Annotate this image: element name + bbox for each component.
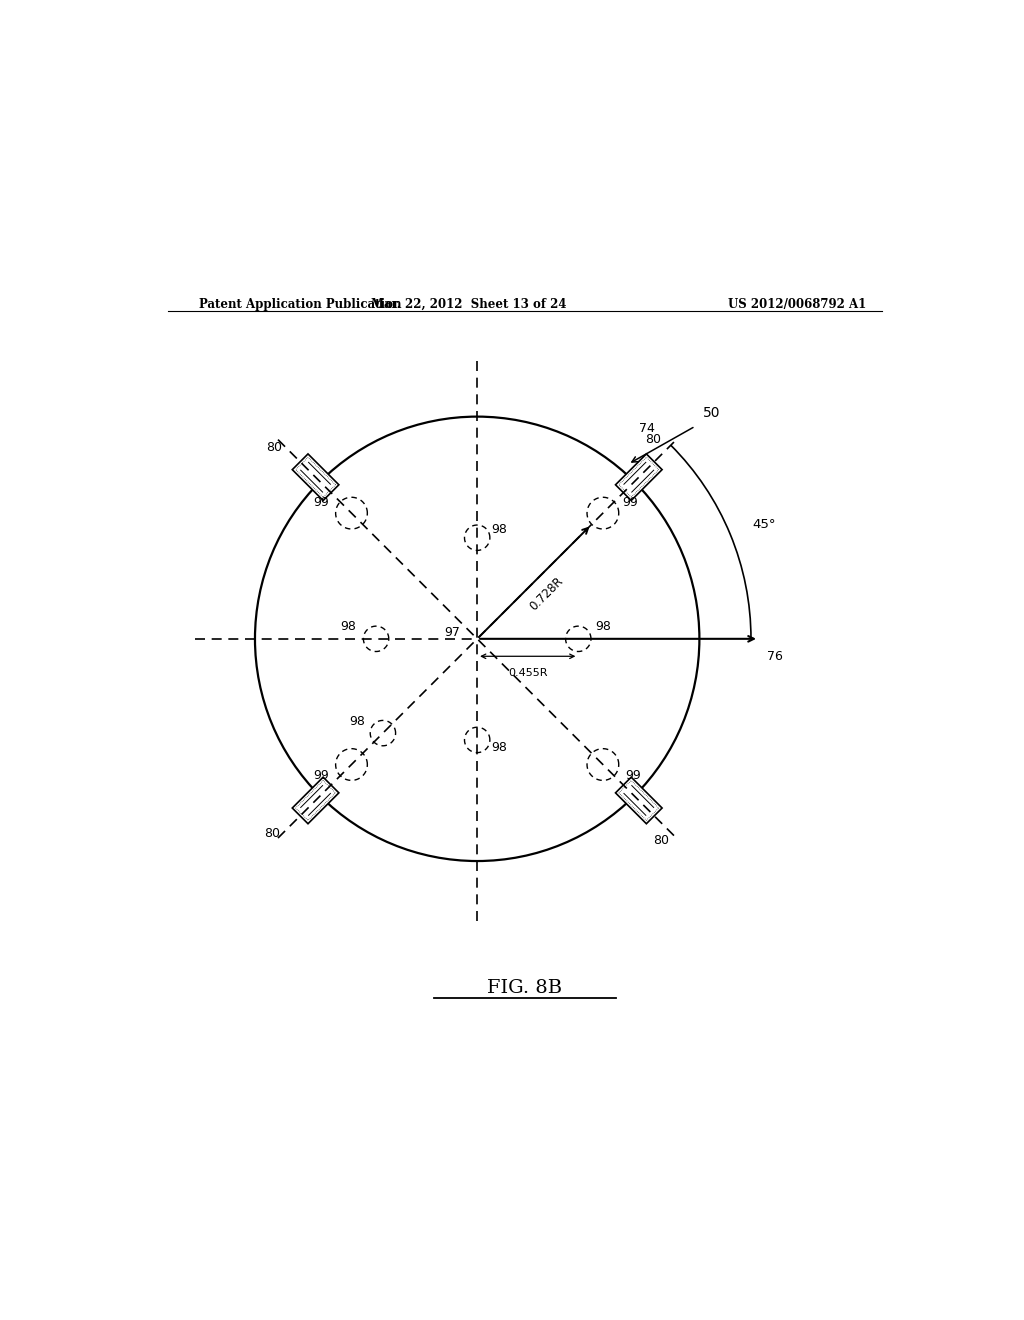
Text: 98: 98 [492, 742, 507, 754]
Text: 80: 80 [266, 441, 283, 454]
Text: 0.728R: 0.728R [527, 574, 565, 612]
Bar [296, 780, 336, 820]
Text: 50: 50 [702, 405, 720, 420]
Bar [615, 777, 663, 824]
Text: 98: 98 [596, 619, 611, 632]
Bar [292, 454, 339, 500]
Text: FIG. 8B: FIG. 8B [487, 979, 562, 997]
Text: 45°: 45° [753, 519, 775, 532]
Text: 98: 98 [340, 619, 356, 632]
Text: 99: 99 [626, 770, 641, 783]
Text: Patent Application Publication: Patent Application Publication [200, 297, 402, 310]
Bar [618, 780, 658, 820]
Text: 80: 80 [645, 433, 662, 446]
Text: 80: 80 [653, 834, 669, 846]
Text: Mar. 22, 2012  Sheet 13 of 24: Mar. 22, 2012 Sheet 13 of 24 [372, 297, 567, 310]
Text: 99: 99 [313, 770, 329, 783]
Text: 99: 99 [313, 495, 329, 508]
Bar [292, 777, 339, 824]
Text: 0.455R: 0.455R [508, 668, 548, 678]
Text: 97: 97 [443, 626, 460, 639]
Text: 76: 76 [767, 649, 782, 663]
Text: 80: 80 [264, 828, 280, 841]
Text: 98: 98 [349, 715, 366, 729]
Text: 99: 99 [622, 495, 638, 508]
Bar [296, 457, 336, 498]
Bar [618, 457, 658, 498]
Text: 98: 98 [492, 523, 507, 536]
Bar [615, 454, 663, 500]
Text: US 2012/0068792 A1: US 2012/0068792 A1 [728, 297, 866, 310]
Text: 74: 74 [639, 421, 654, 434]
